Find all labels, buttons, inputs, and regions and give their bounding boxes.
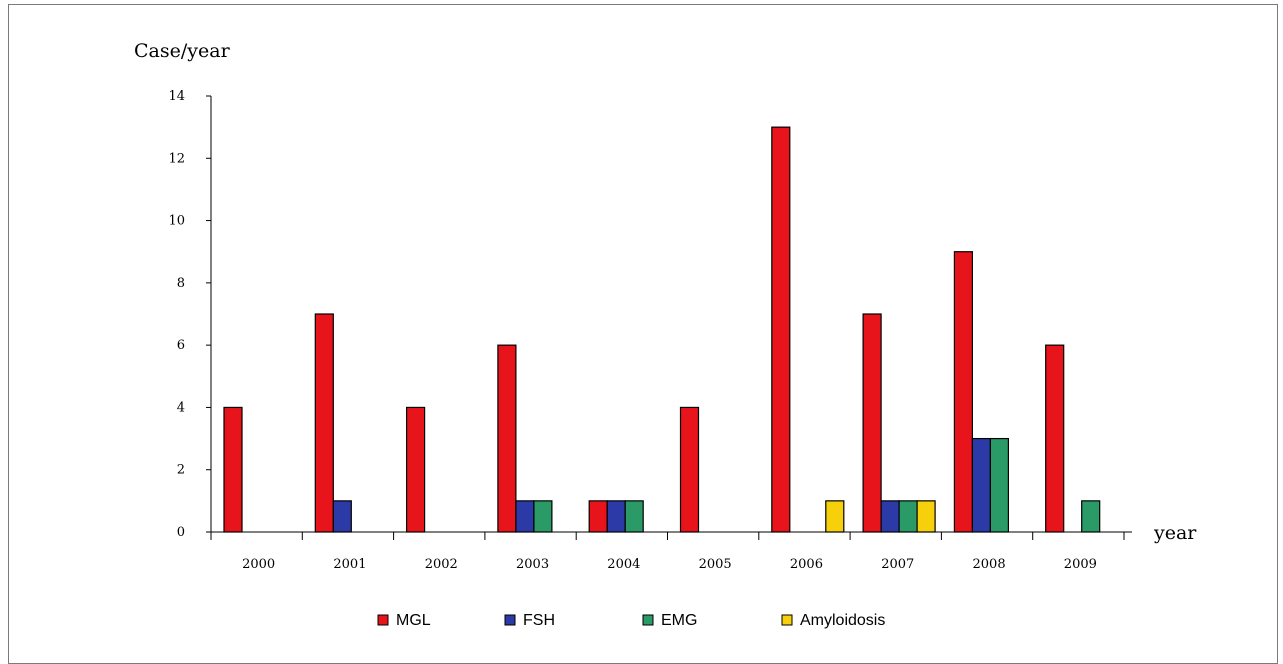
bar-mgl-2007 [862,313,882,533]
legend-swatch-mgl [377,614,389,626]
x-tick-label: 2009 [1064,557,1097,572]
bar-fsh-2008 [971,437,992,533]
bar-mgl-2000 [223,406,243,533]
x-tick-label: 2000 [242,557,275,572]
bar-mgl-2005 [679,406,700,533]
bar-mgl-2009 [1045,344,1065,533]
y-tick-label: 14 [168,89,185,104]
bar-fsh-2007 [880,500,900,533]
bar-mgl-2004 [588,500,608,533]
bar-amyloidosis-2007 [916,500,936,533]
bar-fsh-2004 [606,500,626,533]
y-tick-label: 10 [168,214,185,229]
x-tick-label: 2002 [425,557,458,572]
y-tick-label: 4 [177,400,185,415]
bar-emg-2009 [1081,500,1101,533]
legend: MGL FSH EMG Amyloidosis [377,612,885,629]
y-tick-label: 12 [168,151,185,166]
x-axis-title: year [1153,522,1197,544]
bar-mgl-2006 [771,126,791,533]
bar-emg-2007 [898,500,918,533]
bar-mgl-2008 [953,251,974,533]
legend-label-emg: EMG [661,612,697,629]
x-tick-label: 2003 [516,557,549,572]
legend-label-mgl: MGL [396,612,431,629]
bar-emg-2003 [533,500,553,533]
bar-fsh-2001 [332,500,352,533]
x-tick-label: 2004 [607,557,640,572]
legend-swatch-emg [642,614,654,626]
y-tick-label: 2 [177,463,185,478]
bar-mgl-2003 [497,344,517,533]
y-tick-label: 0 [177,525,185,540]
labels-layer: 0 2 4 6 8 10 12 14 2000 2001 2002 2003 2004 2005 2006 2… [134,40,1197,572]
axes-layer [206,95,1132,540]
bar-fsh-2003 [515,500,535,533]
x-tick-label: 2007 [881,557,914,572]
bar-mgl-2002 [406,406,426,533]
x-tick-label: 2006 [790,557,823,572]
legend-swatch-fsh [504,614,516,626]
y-tick-label: 8 [177,276,185,291]
legend-label-fsh: FSH [523,612,555,629]
x-tick-label: 2001 [333,557,366,572]
legend-label-amyloidosis: Amyloidosis [800,612,885,629]
bar-amyloidosis-2006 [825,500,845,533]
x-tick-label: 2005 [699,557,732,572]
y-axis-title: Case/year [134,40,231,62]
bars-layer [223,126,1101,533]
legend-swatch-amyloidosis [781,614,793,626]
y-tick-label: 6 [177,338,185,353]
bar-emg-2008 [989,437,1010,533]
bar-emg-2004 [624,500,644,533]
bar-mgl-2001 [314,313,334,533]
x-tick-label: 2008 [973,557,1006,572]
